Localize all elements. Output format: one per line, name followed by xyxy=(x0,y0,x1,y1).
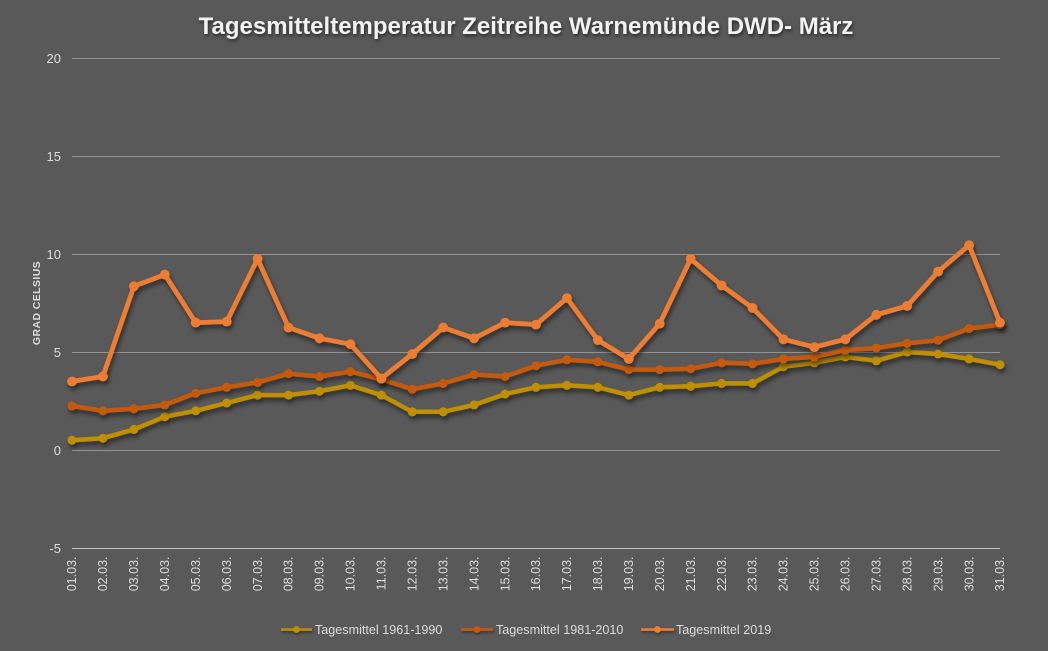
svg-text:21.03.: 21.03. xyxy=(684,557,698,592)
svg-text:07.03.: 07.03. xyxy=(251,557,265,592)
svg-text:20: 20 xyxy=(47,51,61,66)
svg-text:25.03.: 25.03. xyxy=(808,557,822,592)
svg-text:04.03.: 04.03. xyxy=(158,557,172,592)
svg-text:Tagesmittel 1961-1990: Tagesmittel 1961-1990 xyxy=(315,623,442,637)
svg-text:Tagesmittel 1981-2010: Tagesmittel 1981-2010 xyxy=(496,623,623,637)
svg-text:Tagesmitteltemperatur Zeitreih: Tagesmitteltemperatur Zeitreihe Warnemün… xyxy=(199,13,854,40)
svg-text:GRAD CELSIUS: GRAD CELSIUS xyxy=(31,261,43,345)
svg-text:05.03.: 05.03. xyxy=(189,557,203,592)
svg-text:Tagesmittel 2019: Tagesmittel 2019 xyxy=(676,623,771,637)
svg-text:29.03.: 29.03. xyxy=(931,557,945,592)
svg-text:03.03.: 03.03. xyxy=(127,557,141,592)
svg-text:09.03.: 09.03. xyxy=(313,557,327,592)
svg-text:16.03.: 16.03. xyxy=(529,557,543,592)
svg-text:28.03.: 28.03. xyxy=(900,557,914,592)
svg-text:14.03.: 14.03. xyxy=(467,557,481,592)
svg-text:15: 15 xyxy=(47,149,61,164)
svg-text:01.03.: 01.03. xyxy=(65,557,79,592)
svg-text:31.03.: 31.03. xyxy=(993,557,1007,592)
svg-text:20.03.: 20.03. xyxy=(653,557,667,592)
svg-text:15.03.: 15.03. xyxy=(498,557,512,592)
svg-text:10.03.: 10.03. xyxy=(344,557,358,592)
svg-text:18.03.: 18.03. xyxy=(591,557,605,592)
svg-text:17.03.: 17.03. xyxy=(560,557,574,592)
svg-text:02.03.: 02.03. xyxy=(96,557,110,592)
svg-text:26.03.: 26.03. xyxy=(839,557,853,592)
svg-text:30.03.: 30.03. xyxy=(962,557,976,592)
svg-text:24.03.: 24.03. xyxy=(777,557,791,592)
svg-text:0: 0 xyxy=(54,443,61,458)
svg-text:19.03.: 19.03. xyxy=(622,557,636,592)
svg-text:11.03.: 11.03. xyxy=(375,557,389,591)
svg-text:27.03.: 27.03. xyxy=(870,557,884,592)
svg-text:5: 5 xyxy=(54,345,61,360)
svg-text:12.03.: 12.03. xyxy=(406,557,420,592)
svg-text:10: 10 xyxy=(47,247,61,262)
svg-text:08.03.: 08.03. xyxy=(282,557,296,592)
svg-text:-5: -5 xyxy=(49,541,61,556)
svg-text:22.03.: 22.03. xyxy=(715,557,729,592)
svg-text:06.03.: 06.03. xyxy=(220,557,234,592)
svg-text:23.03.: 23.03. xyxy=(746,557,760,592)
svg-text:13.03.: 13.03. xyxy=(436,557,450,592)
